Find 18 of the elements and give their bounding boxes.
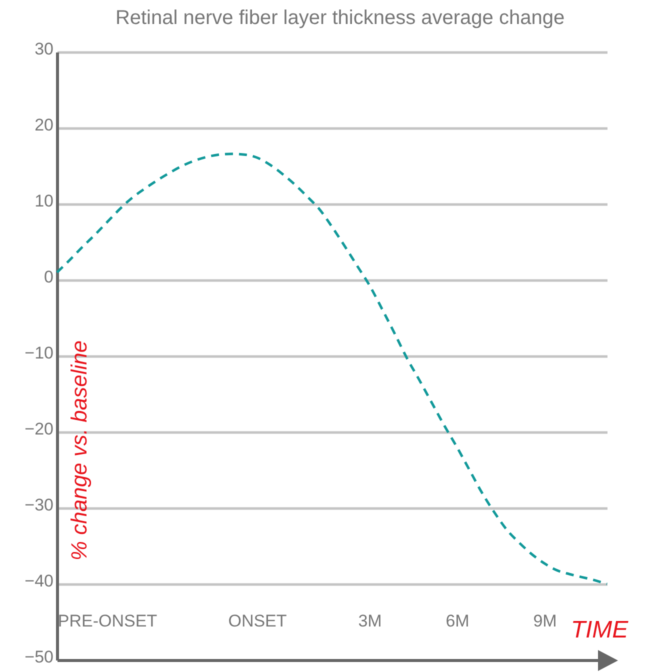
y-tick-label: 20 xyxy=(34,116,54,134)
x-axis-title: TIME xyxy=(570,616,630,644)
y-tick-label: −40 xyxy=(24,572,54,590)
y-tick-label: −50 xyxy=(24,648,54,666)
x-tick-label: ONSET xyxy=(228,612,287,630)
line-series xyxy=(56,152,608,586)
y-tick-label: −10 xyxy=(24,344,54,362)
y-tick-label: 30 xyxy=(34,40,54,58)
x-tick-label: 6M xyxy=(446,612,470,630)
y-tick-label: −20 xyxy=(24,420,54,438)
y-tick-label: −30 xyxy=(24,496,54,514)
chart-title: Retinal nerve fiber layer thickness average change xyxy=(115,7,565,29)
y-tick-label: 0 xyxy=(44,268,54,286)
y-tick-label: 10 xyxy=(34,192,54,210)
x-tick-label: PRE-ONSET xyxy=(58,612,158,630)
y-axis-title: % change vs. baseline xyxy=(66,340,92,561)
x-tick-label: 3M xyxy=(358,612,382,630)
x-tick-label: 9M xyxy=(533,612,557,630)
